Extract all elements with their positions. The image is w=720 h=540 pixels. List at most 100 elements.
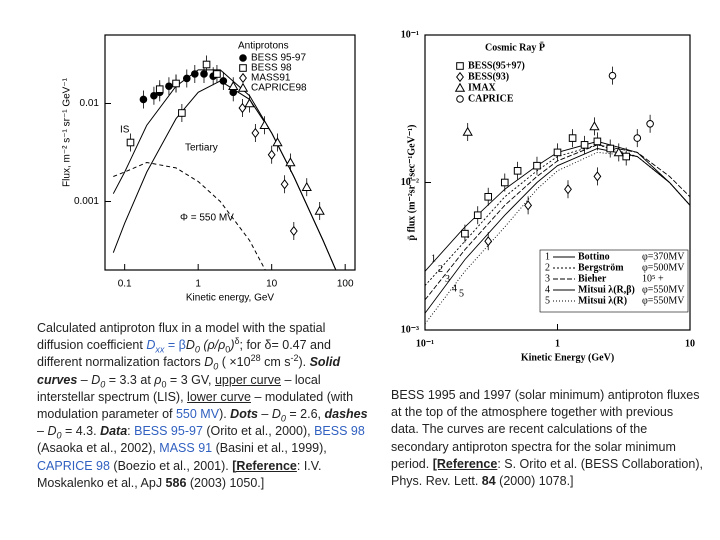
x-tick-label: 0.1 [118, 279, 132, 290]
y-tick-label: 0.001 [74, 196, 99, 207]
data-point [593, 137, 602, 146]
data-point [484, 236, 493, 247]
y-tick-label: 0.01 [80, 98, 100, 109]
model-phi: φ=550MV [642, 284, 685, 295]
data-point [301, 181, 312, 191]
data-point [593, 171, 602, 182]
legend-label: BESS(95+97) [468, 60, 525, 71]
data-point [219, 77, 228, 85]
curve-label: 3 [445, 274, 450, 285]
curve-label: 2 [438, 264, 443, 275]
legend-label: MASS91 [251, 73, 291, 84]
data-point [289, 225, 298, 237]
model-curve [425, 148, 690, 314]
model-curve [112, 69, 337, 270]
model-num: 1 [545, 251, 550, 262]
model-legend-box [539, 249, 689, 313]
model-curve [112, 80, 337, 270]
x-tick-label: 10 [685, 338, 695, 349]
data-point [202, 60, 211, 69]
model-name: Mitsui λ(R,β) [578, 284, 635, 295]
legend-label: BESS 95-97 [251, 53, 306, 64]
data-point [172, 79, 180, 88]
legend-label: CAPRICE [468, 93, 514, 104]
data-point [228, 80, 239, 91]
model-curve [113, 161, 266, 270]
curve-label: 5 [459, 288, 464, 299]
data-point [126, 138, 135, 147]
data-point [456, 71, 464, 83]
curve-label: 1 [431, 254, 436, 265]
data-point [456, 95, 464, 103]
data-point [238, 102, 247, 114]
data-point [500, 178, 509, 187]
model-name: Bottino [578, 251, 610, 262]
data-point [155, 85, 164, 93]
annotation: Φ = 550 MV [180, 213, 234, 224]
plot-area [112, 55, 337, 270]
data-point [267, 149, 276, 160]
data-point [239, 72, 247, 84]
legend-label: IMAX [468, 82, 497, 93]
data-point [606, 144, 615, 153]
data-point [272, 137, 283, 147]
data-point [524, 200, 533, 211]
plot-area [425, 66, 690, 325]
data-point [564, 184, 572, 195]
model-num: 4 [545, 284, 550, 295]
data-point [553, 148, 562, 157]
data-point [213, 70, 221, 78]
model-phi: φ=500MV [642, 262, 685, 273]
x-tick-label: 1 [195, 279, 201, 290]
data-point [314, 205, 325, 215]
y-tick-label: 10⁻³ [401, 324, 419, 335]
caption-left: Calculated antiproton flux in a model wi… [37, 321, 368, 490]
data-point [456, 62, 464, 70]
y-tick-label: 10⁻² [401, 177, 419, 188]
model-phi: φ=370MV [642, 251, 685, 262]
data-point [239, 54, 247, 62]
data-point [178, 109, 186, 117]
curve-label: 4 [452, 283, 457, 294]
x-tick-label: 100 [337, 279, 354, 290]
x-tick-label: 1 [555, 338, 560, 349]
data-point [139, 95, 148, 104]
legend-label: BESS(93) [468, 71, 509, 82]
chart-title: Cosmic Ray P̄ [485, 42, 545, 54]
data-point [259, 119, 270, 130]
data-point [244, 98, 255, 108]
model-phi: 10⁵ + [642, 273, 664, 284]
y-axis-label: p̄ flux (m⁻²sr⁻¹sec⁻¹GeV⁻¹) [406, 125, 417, 241]
data-point [484, 192, 493, 201]
legend-label: CAPRICE98 [251, 83, 307, 94]
data-point [191, 70, 199, 78]
model-phi: φ=550MV [642, 295, 685, 306]
data-point [280, 179, 289, 190]
y-tick-label: 10⁻¹ [401, 29, 419, 40]
data-point [533, 161, 541, 170]
data-point [622, 152, 631, 161]
x-tick-label: 10 [266, 279, 278, 290]
data-point [646, 120, 654, 128]
annotation: Tertiary [185, 143, 218, 154]
data-point [461, 229, 469, 238]
data-point [608, 71, 617, 80]
data-point [285, 157, 296, 167]
model-num: 5 [545, 295, 550, 306]
data-point [589, 121, 600, 131]
y-axis-label: Flux, m⁻² s⁻¹ sr⁻¹ GeV⁻¹ [62, 77, 73, 187]
data-point [633, 134, 642, 142]
annotation: IS [120, 125, 130, 136]
data-point [462, 126, 473, 136]
data-point [182, 74, 191, 83]
data-point [237, 82, 249, 92]
model-num: 2 [545, 262, 550, 273]
model-num: 3 [545, 273, 550, 284]
x-axis-label: Kinetic energy, GeV [186, 293, 275, 304]
data-point [568, 134, 577, 142]
data-point [613, 147, 624, 157]
model-name: Mitsui λ(R) [578, 295, 627, 306]
data-point [200, 70, 208, 78]
plot-frame [104, 34, 356, 271]
